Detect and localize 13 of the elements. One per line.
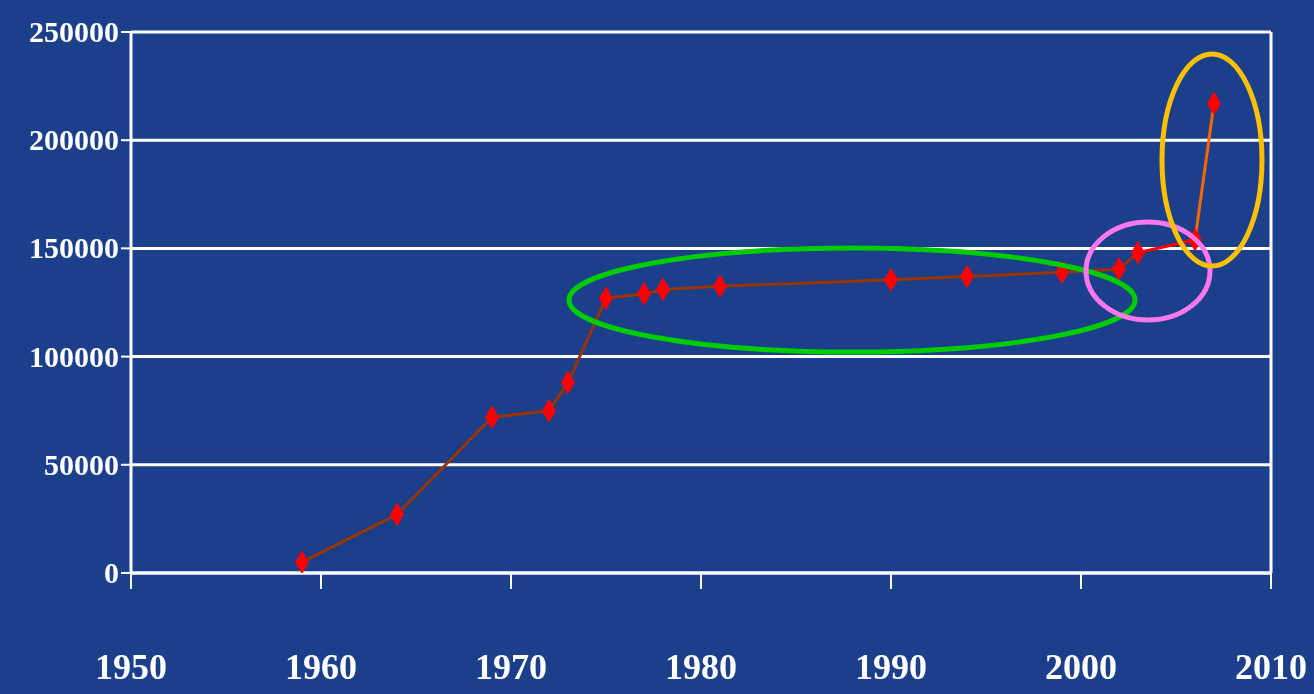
y-tick-label: 250000 [29, 15, 119, 48]
x-tick-label: 1950 [95, 647, 167, 687]
y-tick-label: 0 [104, 556, 119, 589]
y-tick-label: 50000 [44, 447, 119, 481]
x-tick-label: 2000 [1045, 647, 1117, 687]
y-tick-label: 100000 [29, 339, 119, 373]
y-tick-label: 150000 [29, 231, 119, 265]
x-tick-label: 2010 [1235, 647, 1307, 687]
x-tick-label: 1990 [855, 647, 927, 687]
y-tick-label: 200000 [29, 123, 119, 157]
x-tick-label: 1980 [665, 647, 737, 687]
x-tick-label: 1970 [475, 647, 547, 687]
x-tick-label: 1960 [285, 647, 357, 687]
